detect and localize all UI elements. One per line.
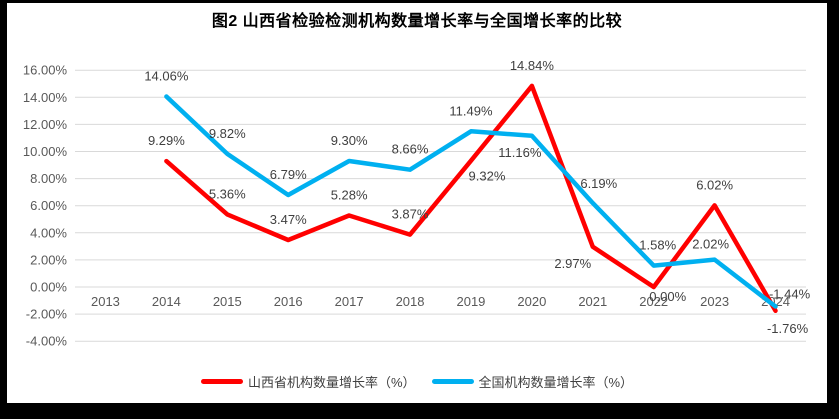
data-label-shanxi: 14.84% <box>510 58 555 73</box>
data-label-national: 14.06% <box>144 68 189 83</box>
data-label-shanxi: 6.02% <box>696 177 733 192</box>
y-axis-tick-label: 16.00% <box>23 63 68 78</box>
x-axis-tick-label: 2020 <box>517 294 546 309</box>
data-label-shanxi: 9.32% <box>469 169 506 184</box>
data-label-shanxi: 5.36% <box>209 186 246 201</box>
chart-legend: 山西省机构数量增长率（%） 全国机构数量增长率（%） <box>7 372 827 391</box>
data-label-shanxi: 2.97% <box>554 256 591 271</box>
legend-label-national: 全国机构数量增长率（%） <box>478 375 634 390</box>
x-axis-tick-label: 2023 <box>700 294 729 309</box>
data-label-shanxi: -1.76% <box>767 321 809 336</box>
data-label-national: 9.30% <box>331 133 368 148</box>
x-axis-tick-label: 2014 <box>152 294 181 309</box>
y-axis-tick-label: -4.00% <box>26 334 68 349</box>
y-axis-tick-label: 14.00% <box>23 90 68 105</box>
data-label-national: -1.44% <box>769 287 811 302</box>
chart-canvas: 16.00% 14.00% 12.00% 10.00% 8.00% 6.00% 4.00% 2… <box>23 58 811 349</box>
x-axis-tick-label: 2016 <box>274 294 303 309</box>
x-axis-tick-label: 2018 <box>396 294 425 309</box>
data-label-national: 2.02% <box>692 237 729 252</box>
data-label-shanxi: 9.29% <box>148 133 185 148</box>
y-axis-tick-label: 0.00% <box>30 280 67 295</box>
y-axis-tick-label: 10.00% <box>23 144 68 159</box>
data-label-national: 11.49% <box>449 103 493 118</box>
legend-item-shanxi: 山西省机构数量增长率（%） <box>200 372 416 391</box>
x-axis-tick-label: 2019 <box>456 294 485 309</box>
data-label-shanxi: 3.47% <box>270 212 307 227</box>
data-label-national: 6.79% <box>270 167 307 182</box>
x-axis-tick-label: 2022 <box>639 294 668 309</box>
data-label-national: 1.58% <box>639 238 676 253</box>
national-line-swatch-icon <box>431 379 474 384</box>
shanxi-line-swatch-icon <box>200 379 243 384</box>
x-axis-tick-label: 2021 <box>578 294 607 309</box>
data-label-shanxi: 3.87% <box>392 207 429 222</box>
data-label-shanxi: 5.28% <box>331 187 368 202</box>
x-axis-tick-label: 2013 <box>91 294 120 309</box>
chart-title: 图2 山西省检验检测机构数量增长率与全国增长率的比较 <box>211 13 623 30</box>
y-axis-tick-label: 2.00% <box>30 252 67 267</box>
y-axis-tick-label: 12.00% <box>23 117 68 132</box>
y-axis-tick-label: -2.00% <box>26 307 68 322</box>
data-label-national: 6.19% <box>580 176 617 191</box>
y-axis-tick-label: 4.00% <box>30 225 67 240</box>
x-axis-tick-label: 2017 <box>335 294 364 309</box>
data-label-national: 11.16% <box>498 145 542 160</box>
data-label-national: 8.66% <box>392 142 429 157</box>
legend-label-shanxi: 山西省机构数量增长率（%） <box>247 375 416 390</box>
data-label-shanxi: 0.00% <box>649 289 686 304</box>
y-axis-tick-label: 8.00% <box>30 171 67 186</box>
series-line-shanxi <box>164 83 778 314</box>
legend-item-national: 全国机构数量增长率（%） <box>431 372 634 391</box>
data-label-national: 9.82% <box>209 126 246 141</box>
series-line-national <box>164 94 778 309</box>
x-axis-tick-label: 2015 <box>213 294 242 309</box>
y-axis-tick-label: 6.00% <box>30 198 67 213</box>
